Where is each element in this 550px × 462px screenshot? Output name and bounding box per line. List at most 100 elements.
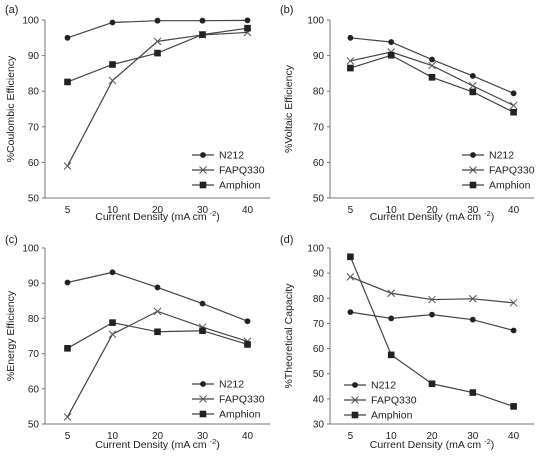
y-tick-label: 90 [28, 51, 40, 62]
data-point [244, 17, 251, 24]
data-point [510, 108, 517, 116]
x-tick-label: 10 [386, 431, 398, 442]
legend-marker-stroke-b [199, 395, 207, 403]
data-point [109, 269, 116, 276]
y-axis-title: %Coulombic Efficiency [5, 55, 17, 162]
legend-label: N212 [219, 379, 244, 391]
data-point [108, 76, 117, 85]
x-axis-title-suffix: ) [491, 211, 495, 223]
legend-entry-amphion: Amphion [462, 180, 531, 192]
legend-label: N212 [489, 150, 514, 162]
x-tick-label: 30 [197, 431, 209, 442]
legend-entry-n212: N212 [344, 380, 396, 392]
data-point [64, 34, 71, 41]
data-point-stroke-b [63, 162, 72, 170]
data-point [509, 298, 518, 307]
data-point [154, 49, 161, 57]
legend-marker-stroke-b [199, 166, 207, 174]
legend-marker [199, 395, 207, 403]
data-point-stroke-b [468, 82, 477, 90]
legend-label: Amphion [219, 180, 261, 192]
data-point [64, 78, 71, 86]
data-point [63, 413, 72, 421]
x-tick-label: 5 [65, 205, 71, 216]
data-point [387, 289, 396, 298]
y-tick-label: 30 [313, 420, 325, 431]
y-tick-label: 100 [22, 16, 39, 27]
x-axis-title-suffix: ) [216, 439, 220, 451]
legend-marker [351, 396, 359, 404]
legend-marker-stroke-b [351, 396, 359, 404]
x-axis-title: Current Density (mA cm -2) [95, 209, 220, 223]
data-point [347, 309, 354, 316]
data-point-stroke-b [63, 413, 72, 421]
legend-entry-fapq330: FAPQ330 [344, 395, 417, 407]
data-point [109, 319, 116, 326]
y-tick-label: 80 [28, 87, 40, 98]
data-point [109, 61, 116, 68]
y-tick-label: 70 [313, 122, 325, 133]
y-tick-label: 50 [28, 194, 40, 205]
data-point [388, 39, 395, 45]
x-axis-title-text: Current Density (mA cm [95, 439, 209, 451]
series-line [67, 321, 248, 349]
y-tick-label: 100 [307, 244, 324, 255]
x-axis-title-text: Current Density (mA cm [95, 211, 209, 223]
data-point [428, 295, 436, 304]
legend-label: N212 [219, 150, 244, 162]
series-n212 [64, 17, 251, 41]
x-tick-label: 20 [426, 431, 438, 442]
x-tick-label: 30 [467, 431, 479, 442]
x-axis-title-suffix: ) [491, 439, 495, 451]
data-point-stroke-b [153, 307, 162, 316]
panel-label: (c) [5, 234, 18, 246]
x-axis-title: Current Density (mA cm -2) [95, 437, 220, 451]
data-point-stroke-b [153, 37, 162, 46]
legend-entry-fapq330: FAPQ330 [192, 394, 265, 406]
series-amphion [64, 24, 251, 86]
series-amphion [347, 253, 517, 410]
data-point [108, 330, 117, 339]
data-point-stroke-b [509, 101, 518, 110]
legend-label: Amphion [219, 409, 261, 421]
data-point [387, 51, 395, 59]
data-point [346, 57, 355, 65]
series-n212 [64, 269, 251, 325]
data-point [510, 90, 517, 97]
y-tick-label: 50 [28, 420, 40, 431]
data-point [510, 327, 517, 334]
legend-marker [199, 410, 207, 418]
legend-label: N212 [371, 380, 396, 392]
x-axis-title: Current Density (mA cm -2) [370, 437, 495, 451]
chart-panel-2: (b) 50 60 70 80 90 100 5 10 20 30 40 Current Density… [280, 4, 535, 223]
y-tick-label: 80 [28, 314, 40, 325]
data-point [509, 101, 518, 110]
data-point [428, 380, 436, 388]
legend-label: Amphion [489, 180, 531, 192]
x-tick-label: 40 [242, 205, 254, 216]
data-point-stroke-b [428, 61, 436, 70]
legend-entry-n212: N212 [462, 150, 514, 162]
data-point [429, 56, 435, 63]
data-point-stroke-b [509, 298, 518, 307]
panel-label: (b) [280, 4, 293, 16]
legend-entry-fapq330: FAPQ330 [462, 165, 535, 177]
data-point [154, 328, 161, 336]
chart-panel-3: (c) 50 60 70 80 90 100 5 10 20 30 40 Current Density… [5, 234, 270, 451]
legend-marker [352, 382, 358, 388]
x-tick-label: 5 [348, 431, 354, 442]
legend-marker [199, 181, 207, 189]
series-n212 [347, 34, 517, 97]
data-point [153, 307, 162, 316]
x-tick-label: 40 [508, 205, 520, 216]
x-axis-title: Current Density (mA cm -2) [370, 209, 495, 223]
legend-marker [469, 166, 477, 174]
legend-label: FAPQ330 [371, 395, 417, 407]
y-tick-label: 60 [313, 158, 325, 169]
data-point-stroke-b [428, 295, 436, 304]
legend-marker [200, 152, 206, 158]
y-tick-label: 90 [313, 269, 325, 280]
x-axis-title-superscript: -2 [484, 437, 491, 446]
series-amphion [347, 51, 517, 116]
